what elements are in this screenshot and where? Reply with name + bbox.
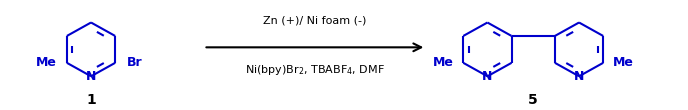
Text: Br: Br: [127, 56, 142, 69]
Text: Zn (+)/ Ni foam (-): Zn (+)/ Ni foam (-): [264, 15, 367, 25]
Text: 5: 5: [528, 93, 538, 107]
Text: Me: Me: [36, 56, 57, 69]
Text: Me: Me: [613, 56, 634, 69]
Text: Ni(bpy)Br$_2$, TBABF$_4$, DMF: Ni(bpy)Br$_2$, TBABF$_4$, DMF: [245, 63, 385, 77]
Text: N: N: [482, 70, 493, 83]
Text: N: N: [574, 70, 584, 83]
Text: Me: Me: [433, 56, 453, 69]
Text: N: N: [86, 70, 96, 83]
Text: 1: 1: [86, 93, 96, 107]
